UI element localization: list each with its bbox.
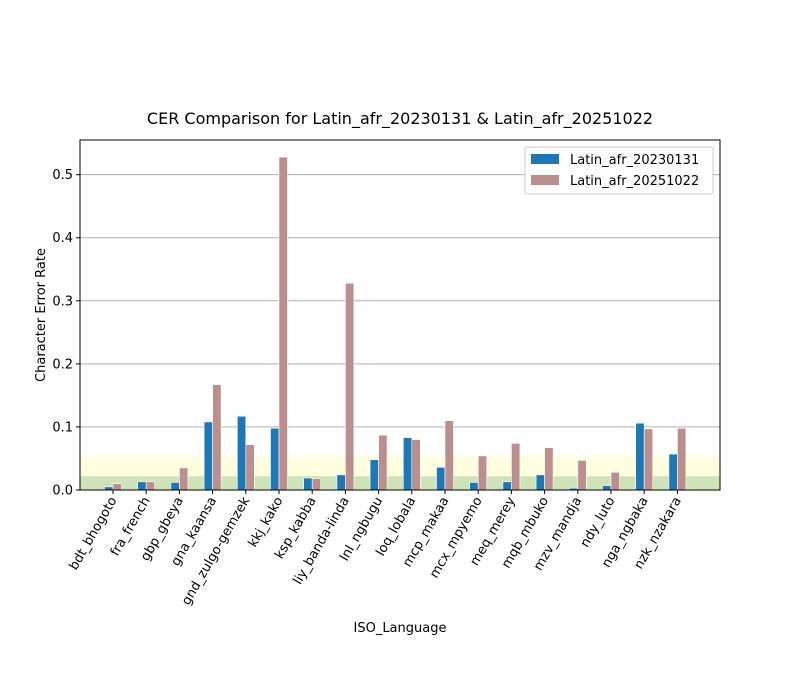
bar-Latin_afr_20230131-fra_french (137, 481, 147, 491)
bar-Latin_afr_20251022-gbp_gbeya (179, 467, 189, 491)
bar-Latin_afr_20251022-bdt_bhogoto (112, 483, 122, 491)
x-tick-label: bdt_bhogoto (67, 494, 121, 572)
band-1 (80, 456, 720, 477)
bar-Latin_afr_20230131-mqb_mbuko (535, 474, 545, 491)
bar-Latin_afr_20251022-mcp_makaa (444, 420, 454, 491)
bar-Latin_afr_20251022-nga_ngbaka (643, 428, 654, 491)
bar-Latin_afr_20230131-meq_merey (502, 481, 512, 491)
bar-Latin_afr_20251022-fra_french (145, 481, 155, 491)
bar-Latin_afr_20251022-mqb_mbuko (544, 447, 554, 491)
bar-Latin_afr_20230131-gnd_zulgo-gemzek (237, 415, 247, 491)
bar-Latin_afr_20230131-ndy_luto (602, 485, 612, 491)
bar-Latin_afr_20230131-liy_banda-linda (336, 474, 346, 491)
legend-box (524, 146, 714, 195)
y-grid (80, 174, 720, 491)
y-tick-label: 0.5 (52, 168, 73, 183)
bar-Latin_afr_20251022-ksp_kabba (311, 478, 322, 491)
bar-Latin_afr_20251022-kkj_kako (278, 156, 288, 491)
bar-Latin_afr_20230131-kkj_kako (270, 427, 280, 491)
chart-title: CER Comparison for Latin_afr_20230131 & … (147, 109, 653, 129)
legend-swatch (531, 154, 559, 164)
bar-Latin_afr_20230131-gbp_gbeya (170, 482, 180, 491)
plot-frame (79, 139, 721, 491)
bar-Latin_afr_20251022-liy_banda-linda (345, 282, 355, 491)
y-tick-label: 0.0 (52, 484, 73, 499)
bar-Latin_afr_20230131-loq_lobala (402, 437, 413, 491)
y-axis-label: Character Error Rate (34, 248, 49, 382)
legend-label: Latin_afr_20251022 (570, 174, 699, 189)
x-axis: bdt_bhogotofra_frenchgbp_gbeyagna_kaansa… (67, 490, 685, 608)
bar-Latin_afr_20251022-nzk_nzakara (677, 427, 687, 491)
bar-Latin_afr_20230131-ksp_kabba (303, 477, 313, 491)
legend-label: Latin_afr_20230131 (570, 153, 699, 168)
legend-swatch (531, 175, 559, 185)
y-tick-label: 0.1 (52, 420, 73, 435)
bar-Latin_afr_20230131-mcx_mpyemo (469, 482, 479, 491)
bar-Latin_afr_20251022-meq_merey (511, 443, 521, 491)
bars (104, 156, 687, 491)
bar-Latin_afr_20251022-lnl_ngbugu (378, 434, 388, 491)
legend: Latin_afr_20230131 Latin_afr_20251022 (524, 146, 714, 195)
y-tick-label: 0.2 (52, 357, 73, 372)
bar-Latin_afr_20251022-gna_kaansa (212, 384, 222, 491)
y-tick-label: 0.4 (52, 231, 73, 246)
y-axis: 0.0 0.1 0.2 0.3 0.4 0.5 (52, 168, 80, 499)
x-axis-label: ISO_Language (354, 621, 447, 636)
y-tick-label: 0.3 (52, 294, 73, 309)
bar-Latin_afr_20251022-mcx_mpyemo (477, 455, 488, 491)
bar-Latin_afr_20230131-mcp_makaa (436, 466, 446, 491)
bar-Latin_afr_20230131-gna_kaansa (203, 421, 213, 491)
bar-Latin_afr_20251022-ndy_luto (610, 472, 620, 491)
bar-Latin_afr_20251022-loq_lobala (411, 439, 421, 491)
bar-Latin_afr_20251022-gnd_zulgo-gemzek (245, 444, 255, 491)
bar-Latin_afr_20251022-mzv_mandja (577, 460, 587, 491)
bar-Latin_afr_20230131-lnl_ngbugu (369, 459, 379, 491)
bar-Latin_afr_20230131-nga_ngbaka (635, 422, 645, 491)
bar-Latin_afr_20230131-nzk_nzakara (668, 453, 678, 491)
